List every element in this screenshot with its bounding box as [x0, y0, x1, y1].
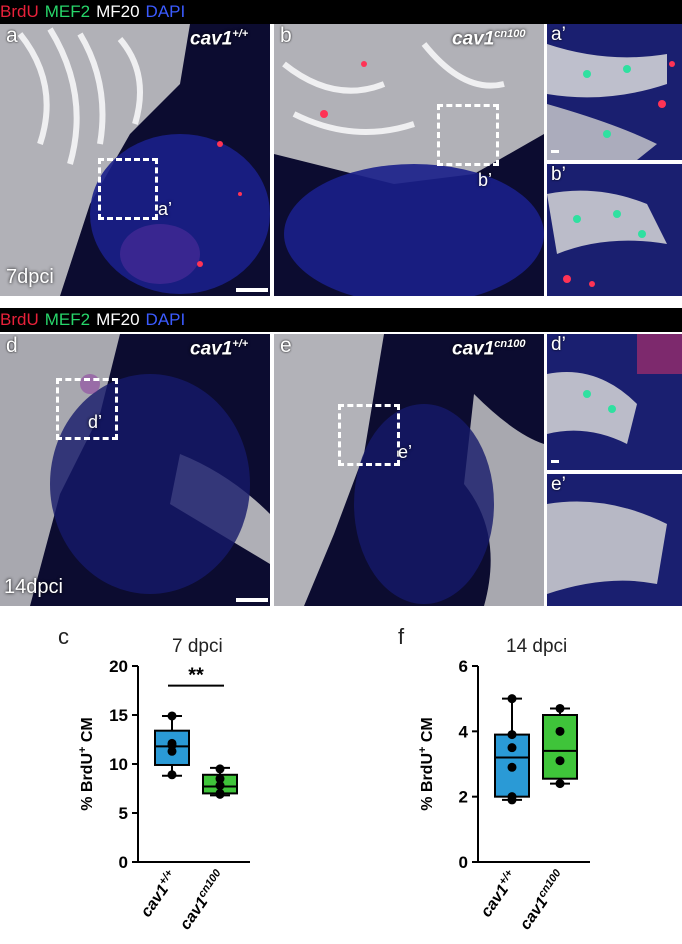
- micrograph-a: a cav1+/+ a’ 7dpci: [0, 24, 270, 296]
- scale-bar-a: [236, 288, 268, 292]
- chart-label-c: c: [58, 624, 69, 649]
- data-point: [215, 788, 225, 798]
- inset-label-b: b’: [478, 170, 493, 190]
- data-point: [167, 711, 177, 721]
- category-label: cav1cn100: [515, 867, 569, 933]
- data-point: [507, 743, 517, 753]
- genotype-a: cav1+/+: [190, 28, 249, 50]
- chart-title-c: 7 dpci: [172, 636, 223, 657]
- category-label: cav1+/+: [476, 867, 521, 921]
- y-tick-label: 0: [459, 853, 468, 872]
- stain-header-top: BrdU MEF2 MF20 DAPI: [0, 0, 682, 24]
- y-tick-label: 15: [109, 706, 128, 725]
- stain-header-bottom: BrdU MEF2 MF20 DAPI: [0, 308, 682, 332]
- data-point: [507, 694, 517, 704]
- micrograph-b: b cav1cn100 b’: [274, 24, 544, 296]
- inset-box-a: [98, 158, 158, 220]
- box-plot-f: 0 2 4 6 % BrdU+ CM cav1+/+cav1cn100: [417, 657, 590, 933]
- micrograph-d-image: [0, 334, 270, 606]
- significance-label: **: [188, 665, 204, 687]
- y-tick-label: 2: [459, 788, 468, 807]
- genotype-d: cav1+/+: [190, 338, 249, 360]
- y-axis-label: % BrdU+ CM: [77, 717, 96, 811]
- micrograph-e: e cav1cn100 e’: [274, 334, 544, 606]
- scale-bar-d-prime: [551, 460, 559, 463]
- panel-label-e-prime: e’: [551, 474, 566, 495]
- data-point: [507, 792, 517, 802]
- data-point: [555, 726, 565, 736]
- brdu-label: BrdU: [0, 2, 39, 21]
- micrograph-e-prime: e’: [547, 474, 682, 606]
- mef2-label-2: MEF2: [44, 310, 91, 329]
- box-plot-c: 0 5 10 15 20 % BrdU+ CM cav1+/+cav1cn100 **: [77, 657, 250, 933]
- brdu-label-2: BrdU: [0, 310, 39, 329]
- category-label: cav1cn100: [175, 867, 229, 933]
- data-point: [507, 730, 517, 740]
- micrograph-e-prime-image: [547, 474, 682, 606]
- data-point: [215, 781, 225, 791]
- timepoint-d: 14dpci: [4, 576, 63, 598]
- data-point: [555, 756, 565, 766]
- micrograph-e-image: [274, 334, 544, 606]
- y-tick-label: 4: [459, 722, 469, 741]
- micrograph-b-prime: b’: [547, 164, 682, 296]
- genotype-e: cav1cn100: [452, 338, 526, 360]
- chart-label-f: f: [398, 624, 405, 649]
- mf20-label-2: MF20: [96, 310, 140, 329]
- scale-bar-d: [236, 598, 268, 602]
- data-point: [555, 779, 565, 789]
- box-1: [542, 714, 578, 780]
- data-point: [215, 764, 225, 774]
- data-point: [507, 762, 517, 772]
- data-point: [215, 774, 225, 784]
- panel-label-e: e: [280, 334, 292, 357]
- panel-label-a: a: [6, 24, 18, 47]
- micrograph-a-image: [0, 24, 270, 296]
- category-label: cav1+/+: [136, 867, 181, 921]
- scale-bar-a-prime: [551, 150, 559, 153]
- y-tick-label: 20: [109, 657, 128, 676]
- y-tick-label: 10: [109, 755, 128, 774]
- box-0: [154, 729, 190, 766]
- micrograph-b-prime-image: [547, 164, 682, 296]
- inset-label-e: e’: [398, 442, 413, 462]
- inset-label-d: d’: [88, 412, 103, 432]
- micrograph-d: d cav1+/+ d’ 14dpci: [0, 334, 270, 606]
- chart-title-f: 14 dpci: [506, 636, 568, 657]
- timepoint-a: 7dpci: [6, 266, 54, 288]
- dapi-label-2: DAPI: [145, 310, 186, 329]
- inset-label-a: a’: [158, 199, 173, 219]
- y-tick-label: 5: [119, 804, 128, 823]
- panel-label-d-prime: d’: [551, 334, 566, 355]
- panel-label-b-prime: b’: [551, 164, 566, 185]
- micrograph-a-prime-image: [547, 24, 682, 160]
- y-tick-label: 0: [119, 853, 128, 872]
- data-point: [167, 770, 177, 780]
- inset-box-e: [338, 404, 400, 466]
- inset-box-d: [56, 378, 118, 440]
- panel-label-b: b: [280, 24, 292, 47]
- micrograph-d-prime: d’: [547, 334, 682, 470]
- inset-box-b: [437, 104, 499, 166]
- genotype-b: cav1cn100: [452, 28, 526, 50]
- data-point: [167, 738, 177, 748]
- micrograph-d-prime-image: [547, 334, 682, 470]
- y-tick-label: 6: [459, 657, 468, 676]
- panel-label-a-prime: a’: [551, 24, 566, 45]
- panel-label-d: d: [6, 334, 18, 357]
- mf20-label: MF20: [96, 2, 140, 21]
- data-point: [555, 703, 565, 713]
- y-axis-label: % BrdU+ CM: [417, 717, 436, 811]
- micrograph-a-prime: a’: [547, 24, 682, 160]
- micrograph-b-image: [274, 24, 544, 296]
- dapi-label: DAPI: [145, 2, 186, 21]
- mef2-label: MEF2: [44, 2, 91, 21]
